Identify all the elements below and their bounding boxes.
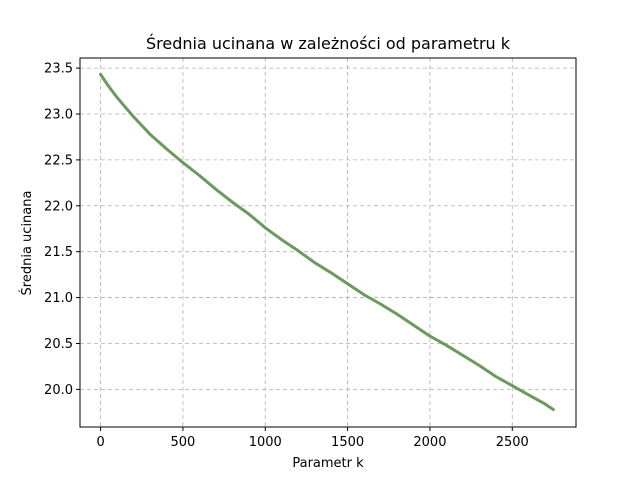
plot-area-frame	[79, 57, 577, 428]
x-tick-label: 0	[96, 435, 104, 450]
grid	[80, 58, 576, 427]
y-tick-label: 20.5	[44, 337, 73, 352]
x-tick-label: 1500	[331, 435, 364, 450]
y-axis-label: Średnia ucinana	[19, 191, 35, 296]
y-tick-label: 22.5	[44, 153, 73, 168]
y-tick-label: 20.0	[44, 383, 73, 398]
y-tick-label: 22.0	[44, 199, 73, 214]
axis-ticks: 0 500 1000 1500 2000 2500 20.0 20.5 21.0 21.5 22.0…	[44, 62, 529, 450]
chart-title: Średnia ucinana w zależności od parametr…	[146, 34, 511, 53]
x-axis-label: Parametr k	[292, 456, 364, 471]
x-tick-label: 2500	[496, 435, 529, 450]
x-tick-label: 500	[171, 435, 196, 450]
y-tick-label: 21.0	[44, 291, 73, 306]
y-tick-label: 21.5	[44, 245, 73, 260]
x-tick-label: 1000	[249, 435, 282, 450]
y-tick-label: 23.5	[44, 62, 73, 77]
x-tick-label: 2000	[413, 435, 446, 450]
y-tick-label: 23.0	[44, 107, 73, 122]
series-line	[99, 73, 555, 412]
